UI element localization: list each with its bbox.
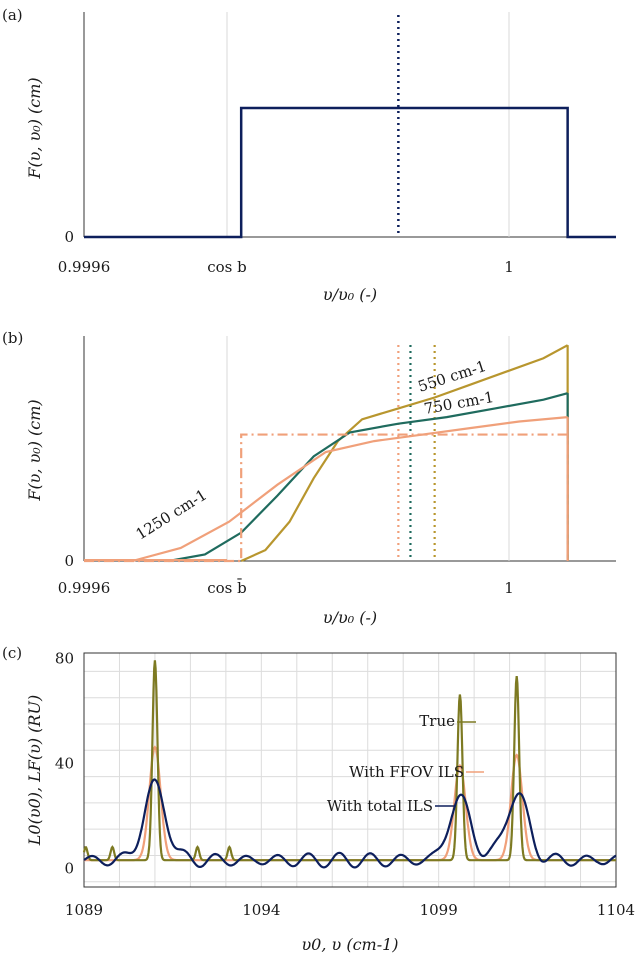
panel-a-xtick-0: 0.9996 xyxy=(58,258,111,276)
panel-b-ylabel: F(υ, υ₀) (cm) xyxy=(25,399,44,501)
panel-c-label: (c) xyxy=(2,644,22,662)
panel-c-xlabel: υ0, υ (cm-1) xyxy=(301,935,398,954)
panel-b-xlabel: υ/υ₀ (-) xyxy=(323,608,377,627)
panel-b-xtick-0: 0.9996 xyxy=(58,579,111,597)
panel-c-xtick: 1089 xyxy=(65,901,103,919)
panel-b-series-3 xyxy=(84,433,569,563)
panel-a-series-line xyxy=(84,106,616,239)
panel-b-series-2 xyxy=(132,416,568,563)
legend-true: True xyxy=(419,712,455,730)
panel-c-xtick: 1104 xyxy=(597,901,635,919)
legend-total: With total ILS xyxy=(327,797,433,815)
panel-a-label: (a) xyxy=(2,6,23,24)
panel-b-series-1 xyxy=(168,392,568,563)
panel-a: (a) F(υ, υ₀) (cm) 0 0.9996 cos b 1 υ/υ₀ … xyxy=(2,6,616,304)
panel-c: (c) L0(υ0), LF(υ) (RU) υ0, υ (cm-1) 0 40 8… xyxy=(2,644,635,954)
panel-b-xtick-2: 1 xyxy=(504,579,514,597)
panel-b-label: (b) xyxy=(2,329,23,347)
panel-c-series-0 xyxy=(82,660,616,862)
panel-b-ytick-0: 0 xyxy=(64,552,74,570)
panel-c-ytick: 0 xyxy=(64,860,74,878)
panel-c-ytick: 80 xyxy=(55,649,74,667)
panel-c-series-2 xyxy=(83,778,617,869)
panel-c-xtick: 1094 xyxy=(242,901,280,919)
panel-a-xlabel: υ/υ₀ (-) xyxy=(323,285,377,304)
panel-b-series-0 xyxy=(240,344,569,563)
panel-a-ylabel: F(υ, υ₀) (cm) xyxy=(25,77,44,179)
panel-a-ytick-0: 0 xyxy=(64,228,74,246)
panel-c-frame xyxy=(83,652,617,888)
panel-c-ylabel: L0(υ0), LF(υ) (RU) xyxy=(25,695,44,846)
panel-b-xtick-1: cos b̄ xyxy=(207,579,247,597)
panel-a-xtick-2: 1 xyxy=(504,258,514,276)
panel-b: (b) F(υ, υ₀) (cm) 0 0.9996 cos b̄ 1 υ/υ₀… xyxy=(2,329,616,627)
panel-a-xtick-1: cos b xyxy=(207,258,247,276)
panel-c-ytick: 40 xyxy=(55,754,74,772)
annotation-750: 750 cm-1 xyxy=(423,388,496,418)
annotation-1250: 1250 cm-1 xyxy=(133,486,211,544)
legend-ffov: With FFOV ILS xyxy=(349,763,464,781)
panel-c-xtick: 1099 xyxy=(420,901,458,919)
